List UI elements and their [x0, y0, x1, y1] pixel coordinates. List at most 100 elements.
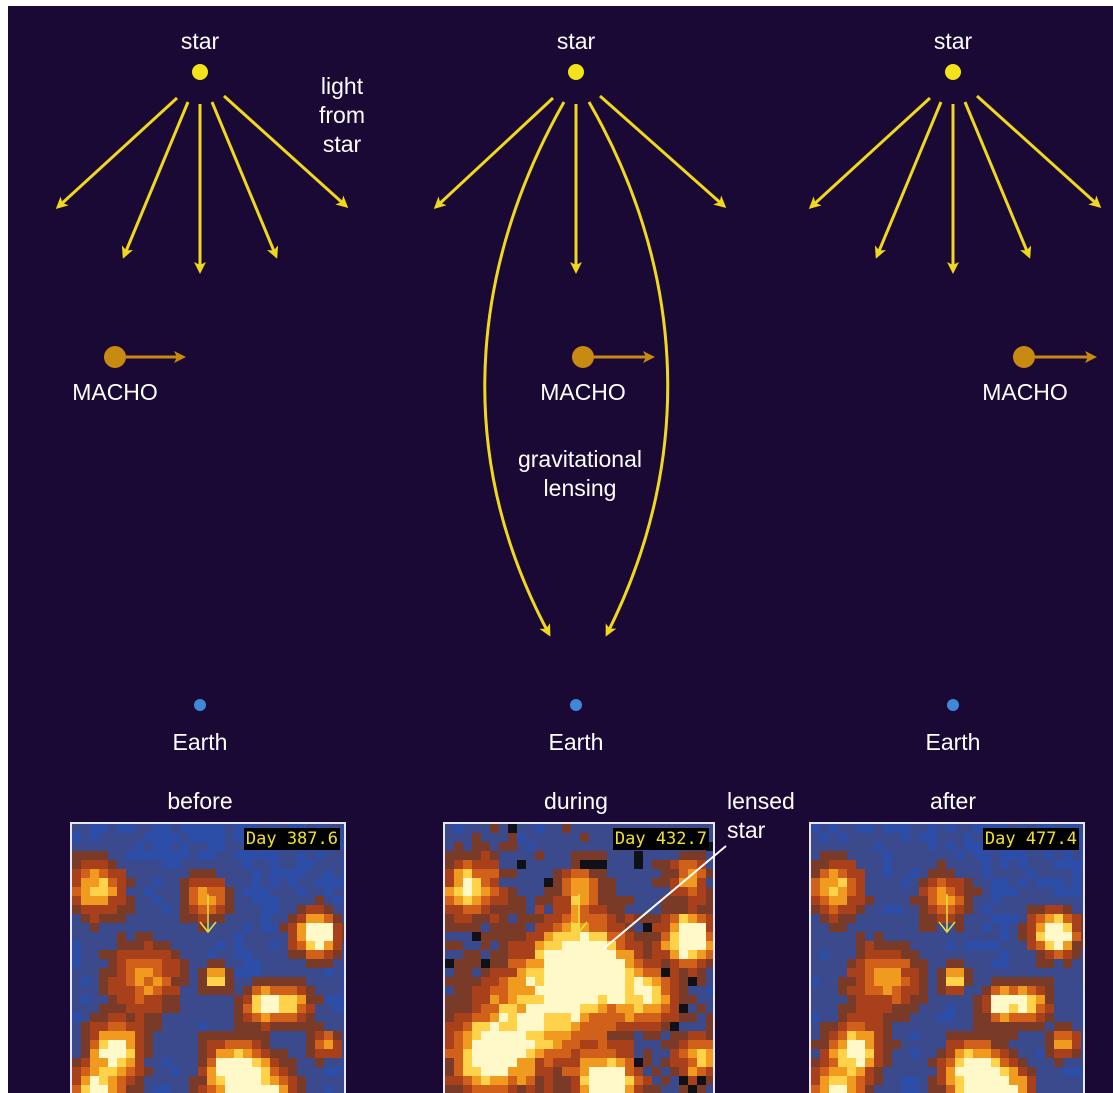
image-pixel — [856, 824, 865, 833]
image-pixel — [661, 1049, 670, 1058]
image-pixel — [180, 896, 189, 905]
image-pixel — [625, 950, 634, 959]
image-pixel — [634, 1076, 643, 1085]
image-pixel — [234, 1058, 243, 1067]
image-pixel — [454, 941, 463, 950]
image-pixel — [117, 860, 126, 869]
image-pixel — [598, 1004, 607, 1013]
image-pixel — [634, 1004, 643, 1013]
image-pixel — [324, 1013, 333, 1022]
image-pixel — [625, 860, 634, 869]
image-pixel — [315, 950, 324, 959]
image-pixel — [162, 833, 171, 842]
image-pixel — [216, 1013, 225, 1022]
image-pixel — [865, 1040, 874, 1049]
image-pixel — [252, 932, 261, 941]
image-pixel — [162, 923, 171, 932]
image-pixel — [937, 932, 946, 941]
image-pixel — [216, 1022, 225, 1031]
image-pixel — [481, 950, 490, 959]
image-pixel — [117, 977, 126, 986]
image-pixel — [342, 869, 344, 878]
image-pixel — [1072, 1040, 1081, 1049]
image-pixel — [928, 842, 937, 851]
image-pixel — [252, 1085, 261, 1093]
image-pixel — [153, 995, 162, 1004]
image-pixel — [1045, 1013, 1054, 1022]
image-pixel — [126, 1058, 135, 1067]
image-pixel — [562, 977, 571, 986]
image-pixel — [883, 977, 892, 986]
image-pixel — [535, 1076, 544, 1085]
image-pixel — [1000, 914, 1009, 923]
image-pixel — [919, 932, 928, 941]
image-pixel — [589, 824, 598, 833]
image-pixel — [901, 842, 910, 851]
light-ray — [222, 94, 349, 209]
image-pixel — [937, 959, 946, 968]
image-pixel — [490, 959, 499, 968]
phase-label-before: before — [167, 788, 233, 814]
image-pixel — [946, 1040, 955, 1049]
image-pixel — [589, 896, 598, 905]
image-pixel — [910, 887, 919, 896]
image-pixel — [625, 959, 634, 968]
image-pixel — [481, 824, 490, 833]
image-pixel — [1018, 878, 1027, 887]
image-pixel — [333, 932, 342, 941]
image-pixel — [901, 977, 910, 986]
image-pixel — [616, 923, 625, 932]
image-pixel — [315, 1040, 324, 1049]
image-pixel — [598, 887, 607, 896]
image-pixel — [847, 1013, 856, 1022]
image-pixel — [652, 1067, 661, 1076]
image-pixel — [342, 905, 344, 914]
lensed-star-label: lensed star — [727, 788, 795, 843]
image-pixel — [252, 1058, 261, 1067]
image-pixel — [234, 950, 243, 959]
image-pixel — [81, 923, 90, 932]
image-pixel — [153, 914, 162, 923]
image-pixel — [153, 1031, 162, 1040]
image-pixel — [634, 986, 643, 995]
image-pixel — [589, 887, 598, 896]
image-pixel — [243, 860, 252, 869]
image-pixel — [991, 1031, 1000, 1040]
image-pixel — [180, 1085, 189, 1093]
image-pixel — [643, 923, 652, 932]
image-pixel — [261, 1004, 270, 1013]
image-pixel — [162, 950, 171, 959]
image-pixel — [1081, 851, 1083, 860]
image-pixel — [234, 923, 243, 932]
image-pixel — [162, 1049, 171, 1058]
image-pixel — [643, 869, 652, 878]
image-pixel — [535, 1058, 544, 1067]
image-pixel — [243, 932, 252, 941]
image-pixel — [324, 1058, 333, 1067]
macho-label-during: MACHO — [540, 379, 626, 405]
image-pixel — [1009, 1049, 1018, 1058]
image-pixel — [243, 1067, 252, 1076]
image-pixel — [919, 833, 928, 842]
image-pixel — [153, 932, 162, 941]
image-pixel — [562, 851, 571, 860]
image-pixel — [144, 896, 153, 905]
image-pixel — [508, 869, 517, 878]
image-pixel — [580, 923, 589, 932]
image-pixel — [198, 923, 207, 932]
image-pixel — [1000, 896, 1009, 905]
image-pixel — [1072, 1085, 1081, 1093]
image-pixel — [99, 968, 108, 977]
image-pixel — [297, 1031, 306, 1040]
image-pixel — [1054, 1058, 1063, 1067]
image-pixel — [910, 995, 919, 1004]
image-pixel — [1018, 1067, 1027, 1076]
image-pixel — [937, 977, 946, 986]
image-pixel — [126, 1013, 135, 1022]
image-pixel — [937, 824, 946, 833]
image-pixel — [162, 995, 171, 1004]
image-pixel — [847, 887, 856, 896]
image-pixel — [937, 878, 946, 887]
image-pixel — [679, 851, 688, 860]
image-pixel — [670, 878, 679, 887]
